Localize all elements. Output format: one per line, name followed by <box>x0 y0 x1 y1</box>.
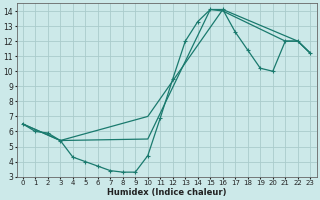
X-axis label: Humidex (Indice chaleur): Humidex (Indice chaleur) <box>107 188 226 197</box>
